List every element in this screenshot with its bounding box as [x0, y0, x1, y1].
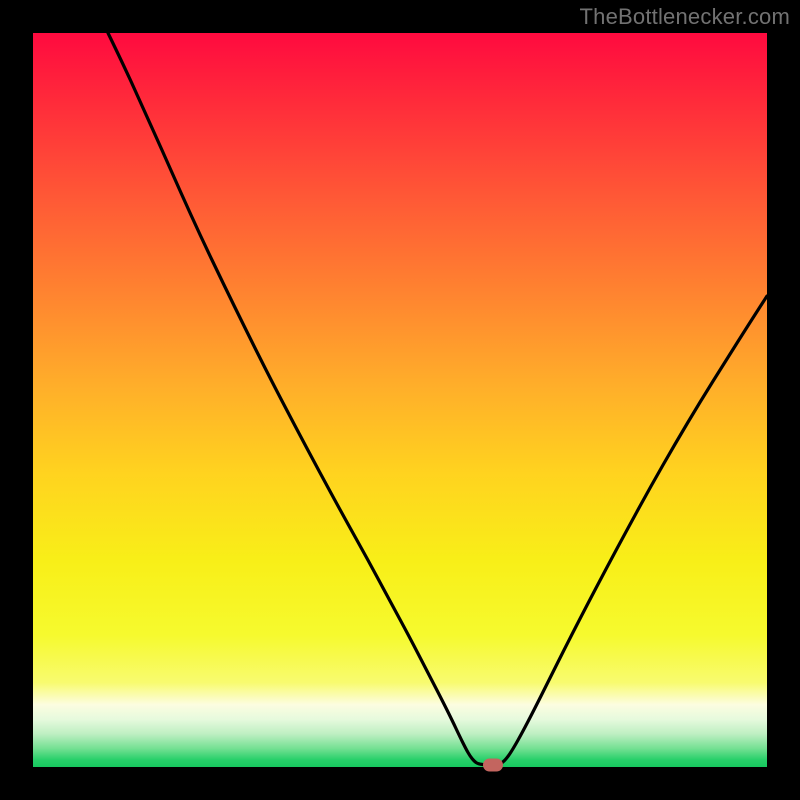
plot-background: [33, 33, 767, 767]
chart-stage: TheBottlenecker.com: [0, 0, 800, 800]
bottleneck-marker: [483, 759, 503, 772]
watermark-text: TheBottlenecker.com: [580, 4, 790, 30]
chart-svg: [0, 0, 800, 800]
